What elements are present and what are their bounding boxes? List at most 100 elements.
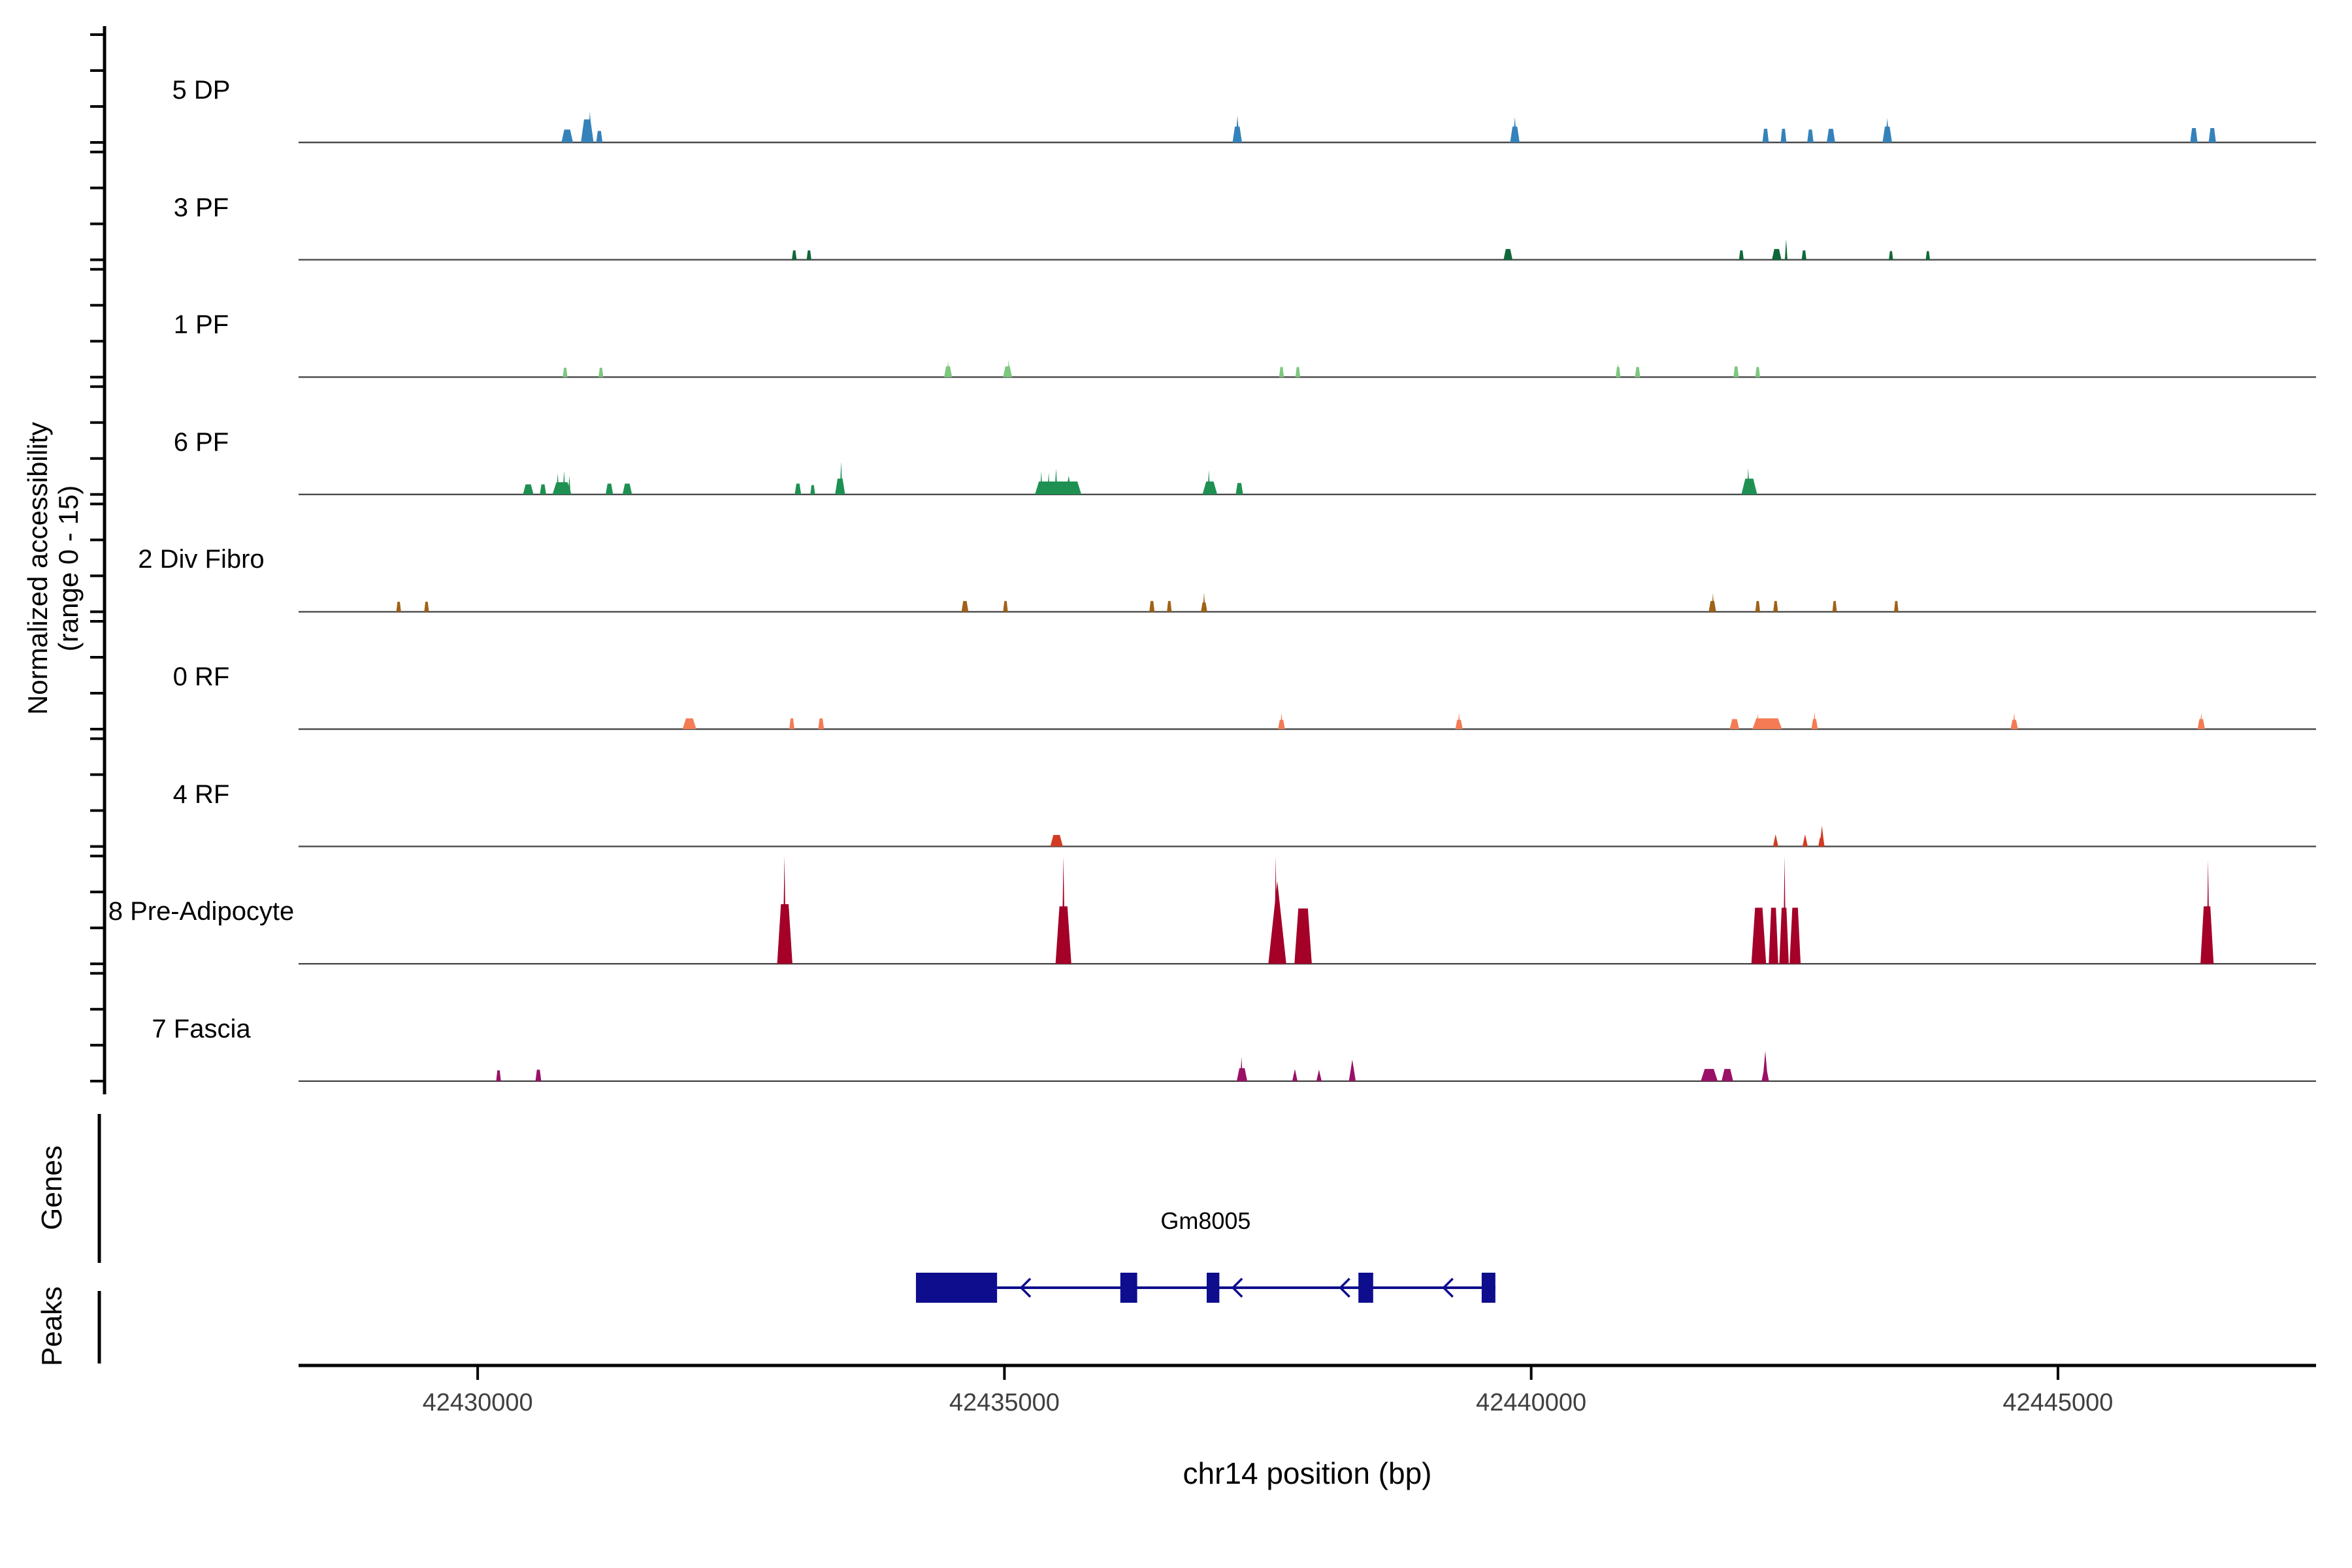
y-axis-label-line1: Normalized accessibility bbox=[22, 421, 53, 715]
coverage-peak bbox=[1813, 711, 1816, 729]
coverage-peak bbox=[1762, 1051, 1768, 1081]
track-label-8-pre-adipocyte: 8 Pre-Adipocyte bbox=[108, 897, 295, 926]
x-axis-title: chr14 position (bp) bbox=[1183, 1456, 1432, 1490]
coverage-peak bbox=[1889, 251, 1893, 260]
track-label-2-div-fibro: 2 Div Fibro bbox=[138, 545, 265, 574]
peaks-track-label: Peaks bbox=[36, 1286, 68, 1367]
coverage-peak bbox=[1820, 825, 1825, 847]
coverage-peak bbox=[1772, 249, 1782, 260]
coverage-peak bbox=[563, 470, 566, 495]
coverage-peak bbox=[682, 718, 696, 729]
coverage-peak bbox=[1202, 482, 1218, 495]
track-label-1-pf: 1 PF bbox=[173, 310, 229, 340]
track-area-6-pf bbox=[90, 385, 2316, 496]
gene-strand-arrow-icon bbox=[1019, 1277, 1032, 1298]
coverage-peak bbox=[1733, 366, 1739, 378]
coverage-peak bbox=[1780, 129, 1787, 142]
coverage-peak bbox=[1752, 718, 1782, 729]
coverage-peak bbox=[535, 1070, 542, 1081]
coverage-peak bbox=[1054, 468, 1058, 495]
coverage-peak bbox=[587, 111, 593, 142]
gene-strand-arrow-icon bbox=[1231, 1277, 1243, 1298]
coverage-peak bbox=[1751, 907, 1767, 964]
coverage-peak bbox=[810, 485, 815, 495]
coverage-peak bbox=[1235, 116, 1240, 142]
track-label-6-pf: 6 PF bbox=[173, 427, 229, 457]
coverage-peak bbox=[1062, 856, 1066, 964]
gene-name-label: Gm8005 bbox=[1160, 1207, 1251, 1234]
coverage-peak bbox=[1925, 251, 1931, 260]
coverage-peak bbox=[947, 360, 950, 378]
track-area-0-rf bbox=[90, 620, 2316, 730]
coverage-peak bbox=[1826, 129, 1835, 142]
track-label-4-rf: 4 RF bbox=[172, 779, 230, 809]
coverage-peak bbox=[1280, 712, 1283, 729]
track-area-5-dp bbox=[90, 33, 2316, 144]
coverage-peak bbox=[2200, 712, 2203, 729]
coverage-peak bbox=[1149, 600, 1155, 612]
x-tick-label-42445000: 42445000 bbox=[2002, 1389, 2114, 1416]
coverage-peak bbox=[1701, 1069, 1718, 1081]
coverage-peak bbox=[568, 476, 571, 495]
coverage-peak bbox=[1503, 249, 1513, 260]
coverage-peak bbox=[563, 367, 568, 378]
coverage-peak bbox=[1746, 468, 1750, 495]
coverage-peak bbox=[794, 483, 802, 495]
coverage-peak bbox=[1235, 483, 1243, 495]
x-tick-label-42440000: 42440000 bbox=[1476, 1389, 1587, 1416]
coverage-peak bbox=[1294, 908, 1312, 964]
coverage-peak bbox=[1512, 117, 1517, 142]
coverage-peak bbox=[396, 602, 401, 612]
coverage-peak bbox=[1711, 593, 1714, 612]
coverage-peak bbox=[1202, 592, 1205, 612]
coverage-peak bbox=[1003, 600, 1008, 612]
coverage-peak bbox=[1458, 712, 1461, 729]
coverage-peak bbox=[1348, 1059, 1356, 1081]
gene-exon bbox=[1481, 1273, 1495, 1303]
gene-exon bbox=[1358, 1273, 1373, 1303]
coverage-peak bbox=[561, 129, 574, 142]
coverage-peak bbox=[1807, 129, 1814, 142]
coverage-peak bbox=[1801, 250, 1806, 260]
track-area-2-div-fibro bbox=[90, 502, 2316, 613]
track-area-3-pf bbox=[90, 150, 2316, 261]
coverage-peak bbox=[1050, 835, 1063, 847]
coverage-peak bbox=[540, 484, 546, 495]
coverage-peak bbox=[1832, 600, 1837, 612]
coverage-peak bbox=[835, 478, 845, 495]
coverage-peak bbox=[1007, 359, 1010, 378]
track-area-4-rf bbox=[90, 737, 2316, 848]
coverage-peak bbox=[1802, 834, 1808, 847]
coverage-peak bbox=[1894, 600, 1899, 612]
coverage-peak bbox=[1065, 476, 1072, 495]
coverage-peak bbox=[1784, 238, 1788, 260]
gene-model bbox=[915, 1273, 1495, 1303]
gene-exon bbox=[915, 1273, 998, 1303]
coverage-peak bbox=[1274, 856, 1277, 964]
coverage-peak bbox=[806, 250, 811, 260]
x-tick-label-42435000: 42435000 bbox=[949, 1389, 1060, 1416]
coverage-peak bbox=[792, 250, 797, 260]
coverage-peak bbox=[789, 718, 794, 729]
track-area-8-pre-adipocyte bbox=[90, 855, 2316, 966]
coverage-peak bbox=[1316, 1070, 1322, 1081]
gene-strand-arrow-icon bbox=[1442, 1277, 1454, 1298]
track-label-3-pf: 3 PF bbox=[173, 193, 229, 222]
coverage-peak bbox=[1207, 470, 1211, 495]
coverage-peak bbox=[1240, 1056, 1243, 1081]
coverage-peak bbox=[496, 1070, 501, 1081]
coverage-peak bbox=[1762, 129, 1769, 142]
genes-track-label: Genes bbox=[36, 1145, 68, 1230]
coverage-peak bbox=[1789, 907, 1801, 964]
coverage-peak bbox=[783, 856, 787, 964]
coverage-peak bbox=[424, 602, 429, 612]
coverage-peak bbox=[2206, 859, 2210, 964]
gene-exon bbox=[1207, 1273, 1220, 1303]
coverage-peak bbox=[1741, 478, 1757, 495]
track-label-5-dp: 5 DP bbox=[172, 76, 231, 105]
coverage-peak bbox=[2190, 128, 2198, 142]
coverage-peak bbox=[1769, 907, 1778, 964]
coverage-peak bbox=[1616, 363, 1620, 378]
coverage-peak bbox=[556, 472, 559, 495]
